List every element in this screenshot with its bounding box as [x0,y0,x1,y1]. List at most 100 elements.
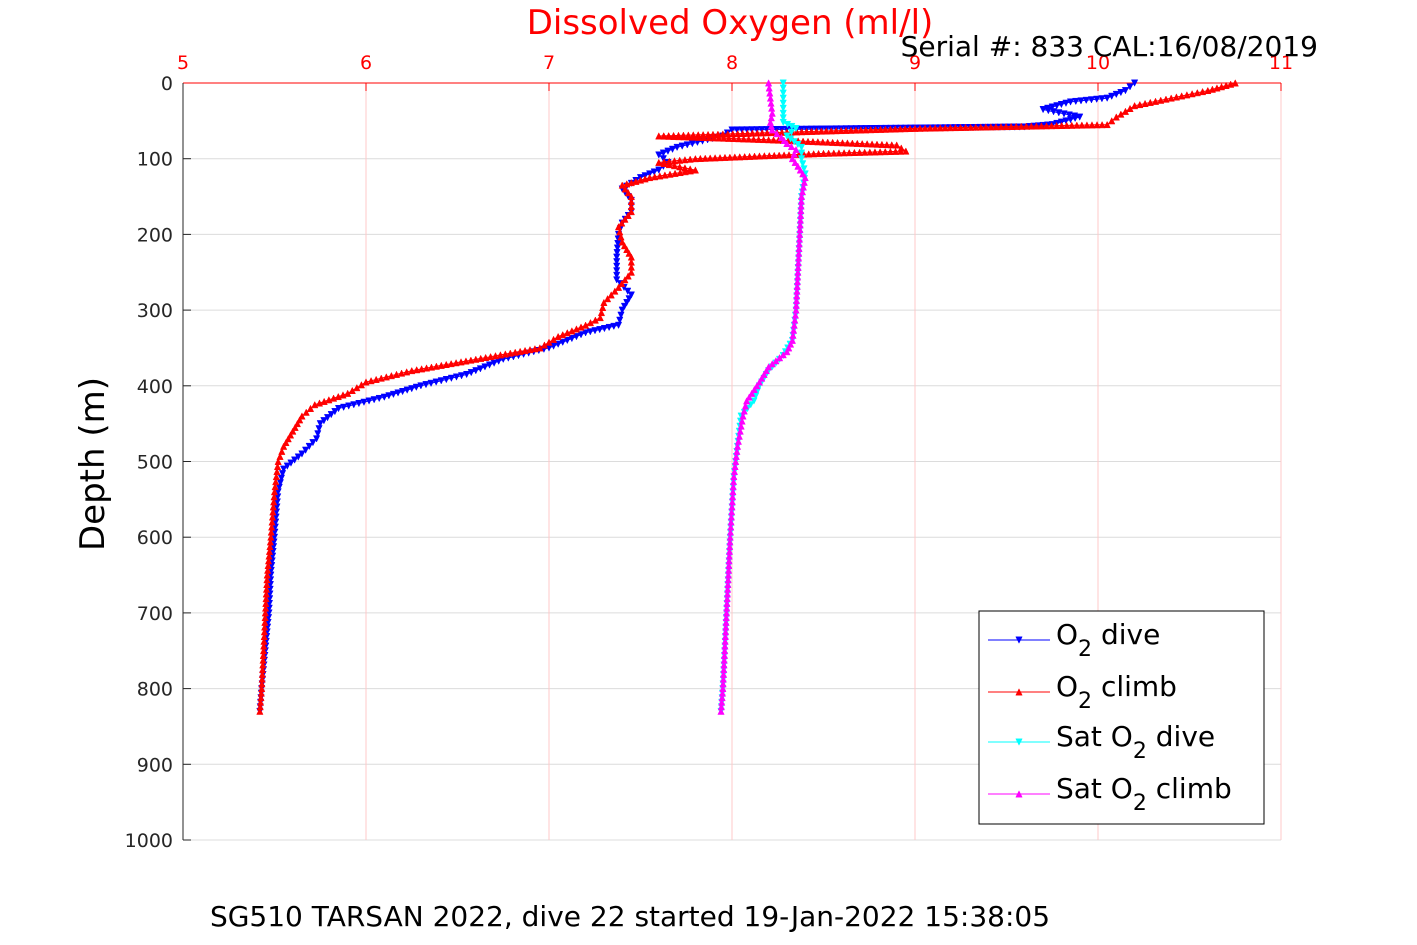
series-point-o2-climb [897,147,905,155]
series-point-o2-dive [613,258,621,266]
series-point-o2-climb [1204,86,1212,95]
series-point-sat-o2-climb [796,166,804,174]
series-point-o2-climb [946,123,955,132]
series-point-o2-climb [833,138,842,147]
series-point-o2-dive [773,126,781,134]
series-point-sat-o2-dive [779,104,787,112]
series-point-o2-climb [624,211,632,219]
series-point-o2-climb [362,378,370,386]
series-point-o2-climb [829,138,837,146]
series-point-o2-climb [921,124,929,132]
series-point-o2-climb [256,707,264,715]
series-point-o2-dive [375,394,383,403]
series-point-o2-climb [902,147,910,155]
series-point-o2-climb [624,272,632,280]
series-point-o2-climb [1108,117,1116,125]
series-point-o2-climb [660,159,668,168]
series-point-o2-dive [1072,97,1080,106]
series-point-o2-climb [896,125,904,133]
x-tick-label: 11 [1269,52,1293,74]
series-point-o2-dive [743,126,751,134]
series-point-o2-climb [1172,93,1181,101]
series-point-o2-climb [656,172,664,180]
series-sat-o2-climb [717,79,809,715]
series-point-o2-climb [763,129,771,137]
series-point-sat-o2-climb [753,382,761,390]
series-point-o2-climb [690,133,698,141]
series-point-o2-climb [736,153,744,161]
series-point-o2-dive [1065,111,1073,119]
series-point-sat-o2-climb [740,407,748,415]
series-point-o2-dive [618,306,626,314]
series-point-sat-o2-dive [750,397,758,405]
legend-box [978,610,1265,825]
series-point-o2-climb [810,150,818,158]
series-point-sat-o2-dive [799,160,807,168]
legend-label-rest: dive [1092,618,1160,651]
series-point-o2-dive [360,398,368,406]
series-point-o2-climb [618,279,626,288]
series-point-o2-climb [817,127,825,135]
series-point-o2-dive [481,363,489,371]
series-point-sat-o2-climb [745,393,753,401]
series-point-sat-o2-dive [779,94,787,102]
series-point-o2-climb [765,151,773,160]
series-point-o2-dive [650,168,658,176]
legend-label-subscript: 2 [1078,689,1092,714]
legend-label: O2 climb [1056,670,1177,714]
series-point-o2-climb [891,147,900,155]
series-point-o2-climb [961,123,970,131]
y-tick-label: 800 [137,679,173,701]
series-point-o2-climb [805,150,813,158]
series-point-o2-climb [1222,81,1230,89]
series-point-o2-dive [490,359,498,367]
series-point-o2-climb [618,219,626,227]
series-point-o2-climb [387,371,396,380]
series-point-o2-climb [554,332,562,341]
series-point-o2-climb [311,400,319,409]
series-point-o2-climb [417,365,426,373]
x-tick-label: 10 [1086,52,1110,74]
series-point-o2-climb [824,138,832,146]
series-point-o2-climb [720,134,728,142]
series-point-o2-climb [760,135,768,144]
series-point-o2-dive [659,155,667,163]
series-point-o2-climb [621,185,629,193]
series-point-sat-o2-climb [783,139,791,148]
y-tick-label: 600 [137,527,173,549]
series-point-o2-climb [731,153,739,161]
series-point-o2-climb [857,126,865,134]
legend-marker [1015,688,1023,696]
series-point-o2-climb [881,125,890,133]
series-point-o2-climb [531,345,539,353]
series-point-o2-climb [339,391,347,399]
series-point-o2-climb [745,152,754,160]
series-point-o2-dive [1108,92,1116,101]
series-point-o2-dive [568,335,576,343]
series-point-o2-climb [1167,94,1175,102]
series-point-o2-climb [848,139,856,147]
series-point-o2-climb [372,375,380,383]
series-point-o2-dive [315,425,323,433]
series-point-sat-o2-climb [794,162,802,170]
chart-title: Dissolved Oxygen (ml/l) [527,3,934,43]
series-point-o2-climb [845,148,853,157]
series-point-o2-climb [695,133,703,141]
series-point-o2-climb [1093,121,1101,129]
legend-label: Sat O2 dive [1056,720,1215,764]
series-point-o2-climb [711,154,719,162]
series-point-o2-climb [967,123,975,131]
series-point-o2-climb [740,135,748,143]
series-point-o2-dive [1082,96,1090,105]
x-tick-label: 7 [543,52,555,74]
series-point-o2-climb [832,126,840,135]
series-point-o2-climb [1130,101,1139,110]
series-point-o2-climb [680,133,688,141]
series-point-o2-climb [1063,121,1071,129]
series-point-sat-o2-dive [792,124,800,133]
series-point-o2-climb [1042,122,1051,130]
series-point-o2-dive [276,479,284,487]
series-point-o2-climb [447,359,455,368]
series-point-o2-climb [748,129,757,137]
